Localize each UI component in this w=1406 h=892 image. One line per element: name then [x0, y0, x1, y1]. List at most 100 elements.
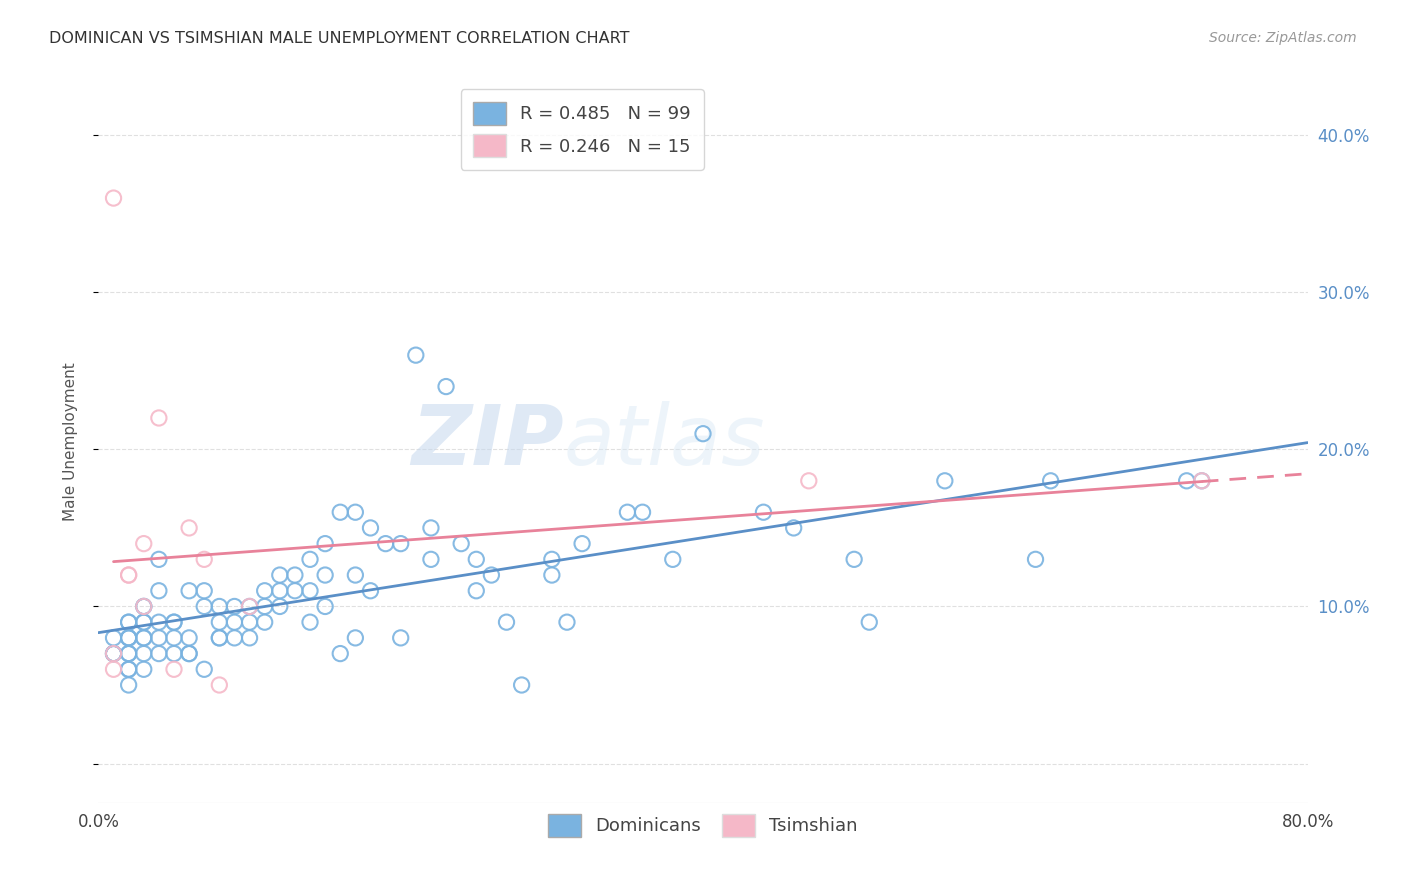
Point — [299, 552, 322, 566]
Point — [405, 348, 427, 362]
Point — [208, 631, 231, 645]
Point — [179, 647, 201, 661]
Point — [132, 631, 155, 645]
Point — [571, 536, 593, 550]
Point — [148, 615, 170, 630]
Point — [193, 599, 215, 614]
Point — [224, 599, 246, 614]
Point — [148, 411, 170, 425]
Point — [540, 552, 562, 566]
Point — [118, 615, 141, 630]
Point — [103, 647, 125, 661]
Point — [118, 615, 141, 630]
Point — [616, 505, 638, 519]
Text: Source: ZipAtlas.com: Source: ZipAtlas.com — [1209, 31, 1357, 45]
Point — [314, 536, 336, 550]
Point — [193, 583, 215, 598]
Point — [329, 647, 352, 661]
Point — [797, 474, 820, 488]
Point — [344, 568, 367, 582]
Point — [284, 568, 307, 582]
Point — [132, 647, 155, 661]
Point — [118, 568, 141, 582]
Point — [420, 521, 443, 535]
Point — [434, 379, 457, 393]
Point — [253, 615, 276, 630]
Point — [1024, 552, 1046, 566]
Point — [193, 662, 215, 676]
Text: atlas: atlas — [564, 401, 766, 482]
Point — [224, 631, 246, 645]
Legend: Dominicans, Tsimshian: Dominicans, Tsimshian — [541, 806, 865, 845]
Point — [208, 631, 231, 645]
Point — [783, 521, 806, 535]
Point — [163, 615, 186, 630]
Point — [510, 678, 533, 692]
Point — [118, 631, 141, 645]
Point — [420, 552, 443, 566]
Text: ZIP: ZIP — [412, 401, 564, 482]
Point — [239, 599, 262, 614]
Point — [179, 631, 201, 645]
Point — [132, 599, 155, 614]
Point — [118, 647, 141, 661]
Point — [481, 568, 503, 582]
Point — [224, 615, 246, 630]
Point — [132, 662, 155, 676]
Point — [661, 552, 683, 566]
Point — [132, 599, 155, 614]
Point — [344, 505, 367, 519]
Point — [299, 583, 322, 598]
Point — [148, 583, 170, 598]
Point — [179, 583, 201, 598]
Point — [103, 631, 125, 645]
Point — [389, 536, 412, 550]
Point — [284, 583, 307, 598]
Point — [103, 647, 125, 661]
Point — [163, 631, 186, 645]
Point — [163, 615, 186, 630]
Point — [329, 505, 352, 519]
Point — [631, 505, 654, 519]
Point — [208, 599, 231, 614]
Point — [360, 521, 382, 535]
Point — [1039, 474, 1062, 488]
Point — [752, 505, 775, 519]
Point — [495, 615, 517, 630]
Point — [269, 599, 291, 614]
Y-axis label: Male Unemployment: Male Unemployment — [63, 362, 77, 521]
Point — [118, 662, 141, 676]
Point — [118, 631, 141, 645]
Point — [103, 662, 125, 676]
Point — [555, 615, 578, 630]
Point — [465, 552, 488, 566]
Point — [1175, 474, 1198, 488]
Point — [389, 631, 412, 645]
Point — [1191, 474, 1213, 488]
Point — [132, 631, 155, 645]
Point — [360, 583, 382, 598]
Point — [163, 647, 186, 661]
Point — [692, 426, 714, 441]
Point — [844, 552, 866, 566]
Point — [858, 615, 880, 630]
Point — [208, 678, 231, 692]
Point — [934, 474, 956, 488]
Point — [1191, 474, 1213, 488]
Point — [465, 583, 488, 598]
Point — [193, 552, 215, 566]
Point — [132, 615, 155, 630]
Point — [103, 191, 125, 205]
Point — [132, 536, 155, 550]
Point — [179, 647, 201, 661]
Point — [132, 599, 155, 614]
Point — [148, 631, 170, 645]
Point — [208, 615, 231, 630]
Point — [253, 599, 276, 614]
Point — [118, 678, 141, 692]
Point — [239, 599, 262, 614]
Text: DOMINICAN VS TSIMSHIAN MALE UNEMPLOYMENT CORRELATION CHART: DOMINICAN VS TSIMSHIAN MALE UNEMPLOYMENT… — [49, 31, 630, 46]
Point — [103, 647, 125, 661]
Point — [148, 647, 170, 661]
Point — [540, 568, 562, 582]
